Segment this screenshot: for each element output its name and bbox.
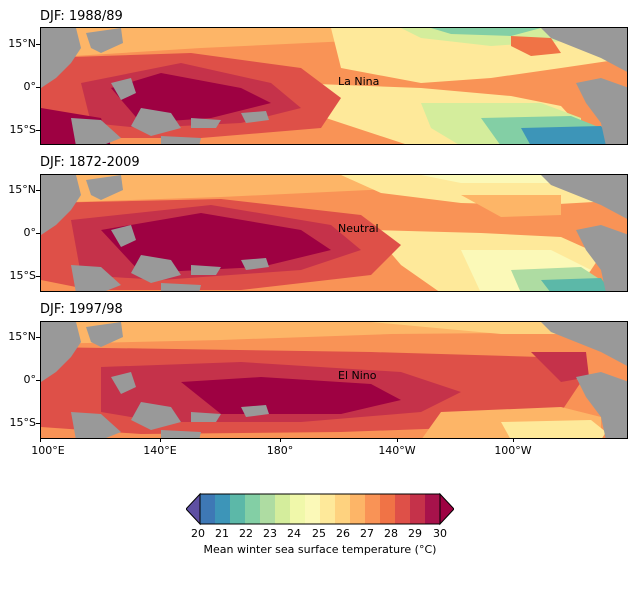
colorbar-tick-21: 21: [215, 527, 229, 540]
colorbar-bin: [275, 494, 291, 524]
panel-title-el-nino: DJF: 1997/98: [40, 302, 123, 317]
ytick-label-15n: 15°N: [8, 330, 36, 343]
ytick-15s: [36, 130, 40, 131]
colorbar-tick-25: 25: [312, 527, 326, 540]
colorbar-extend-low: [186, 492, 201, 526]
colorbar-bin: [365, 494, 381, 524]
colorbar-bin: [380, 494, 396, 524]
colorbar-bin: [335, 494, 351, 524]
colorbar: [186, 492, 454, 526]
colorbar-bin: [305, 494, 321, 524]
colorbar-bin: [290, 494, 306, 524]
sst-field-el-nino: [41, 322, 627, 438]
colorbar-bin: [260, 494, 276, 524]
colorbar-tick-30: 30: [433, 527, 447, 540]
xtick-label-180: 180°: [266, 444, 294, 457]
colorbar-bin: [395, 494, 411, 524]
colorbar-bin: [245, 494, 261, 524]
phase-label-neutral: Neutral: [338, 222, 379, 235]
ytick-label-15s: 15°S: [9, 123, 36, 136]
colorbar-tick-26: 26: [336, 527, 350, 540]
colorbar-bin: [230, 494, 246, 524]
colorbar-bin: [410, 494, 426, 524]
colorbar-tick-24: 24: [287, 527, 301, 540]
phase-label-el-nino: El Nino: [338, 369, 377, 382]
ytick-label-15n: 15°N: [8, 37, 36, 50]
sst-field-la-nina: [41, 28, 627, 144]
xtick-140w: [397, 438, 398, 442]
panel-title-neutral: DJF: 1872-2009: [40, 155, 140, 170]
colorbar-bin: [320, 494, 336, 524]
xtick-label-140w: 140°W: [378, 444, 416, 457]
colorbar-tick-27: 27: [360, 527, 374, 540]
phase-label-la-nina: La Nina: [338, 75, 380, 88]
xtick-label-100e: 100°E: [31, 444, 65, 457]
ytick-15s: [36, 423, 40, 424]
ytick-label-15s: 15°S: [9, 416, 36, 429]
colorbar-frame: [199, 493, 441, 525]
ytick-label-eq: 0°: [23, 373, 37, 386]
xtick-180: [280, 438, 281, 442]
ytick-15n: [36, 44, 40, 45]
colorbar-tick-29: 29: [408, 527, 422, 540]
colorbar-tick-28: 28: [384, 527, 398, 540]
ytick-label-15s: 15°S: [9, 269, 36, 282]
colorbar-tick-22: 22: [239, 527, 253, 540]
sst-map-la-nina: [40, 27, 628, 145]
ytick-label-eq: 0°: [23, 80, 37, 93]
ytick-eq: [36, 87, 40, 88]
ytick-eq: [36, 380, 40, 381]
xtick-140e: [160, 438, 161, 442]
colorbar-bin: [350, 494, 366, 524]
colorbar-bin: [425, 494, 441, 524]
ytick-label-eq: 0°: [23, 226, 37, 239]
colorbar-bin: [200, 494, 216, 524]
colorbar-extend-high: [439, 492, 454, 526]
ytick-label-15n: 15°N: [8, 183, 36, 196]
xtick-100e: [40, 438, 41, 442]
ytick-15s: [36, 276, 40, 277]
ytick-eq: [36, 233, 40, 234]
xtick-label-100w: 100°W: [494, 444, 532, 457]
sst-map-el-nino: [40, 321, 628, 439]
xtick-100w: [513, 438, 514, 442]
colorbar-label: Mean winter sea surface temperature (°C): [203, 543, 437, 556]
ytick-15n: [36, 190, 40, 191]
colorbar-tick-23: 23: [263, 527, 277, 540]
colorbar-bin: [215, 494, 231, 524]
colorbar-tick-20: 20: [191, 527, 205, 540]
sst-map-neutral: [40, 174, 628, 292]
ytick-15n: [36, 337, 40, 338]
xtick-label-140e: 140°E: [143, 444, 177, 457]
panel-title-la-nina: DJF: 1988/89: [40, 9, 123, 24]
sst-field-neutral: [41, 175, 627, 291]
